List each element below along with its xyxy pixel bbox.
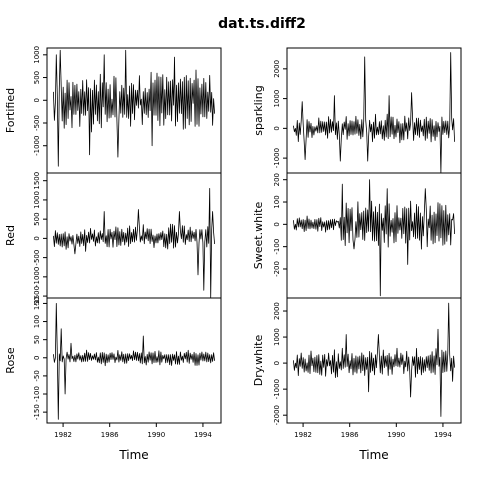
x-axis-label-left: Time bbox=[118, 448, 148, 462]
series-line-dry-white bbox=[293, 302, 455, 417]
panel-sparkling: -1000 0 1000 2000 sparkling bbox=[252, 47, 462, 174]
y-tick-label: 100 bbox=[273, 195, 281, 208]
y-tick-label: -150 bbox=[33, 404, 41, 420]
y-tick-label: 500 bbox=[33, 71, 41, 84]
y-tick-label: -1000 bbox=[33, 267, 41, 287]
y-tick-label: -500 bbox=[33, 250, 41, 266]
panel-fortified: -1000 -500 0 500 1000 Fortified bbox=[4, 46, 222, 174]
chart-title: dat.ts.diff2 bbox=[218, 16, 306, 32]
x-tick-label: 1982 bbox=[54, 431, 72, 439]
panel-dry-white: -2000 -1000 0 1000 2000 Dry.white 1982 1986 1990… bbox=[252, 297, 462, 439]
x-tick-label: 1994 bbox=[194, 431, 212, 439]
panel-frame bbox=[286, 297, 462, 424]
y-tick-label: -1000 bbox=[273, 148, 281, 168]
y-tick-label: -500 bbox=[33, 115, 41, 131]
y-tick-label: 1000 bbox=[273, 90, 281, 108]
y-tick-label: -200 bbox=[273, 261, 281, 277]
y-tick-label: -100 bbox=[33, 386, 41, 402]
series-line-sparkling bbox=[293, 52, 455, 174]
y-tick-label: -1500 bbox=[33, 286, 41, 306]
y-tick-label: 50 bbox=[33, 335, 41, 344]
y-tick-label: -50 bbox=[33, 370, 41, 381]
y-tick-label: 1000 bbox=[273, 328, 281, 346]
y-axis-label: Rose bbox=[4, 347, 17, 374]
panel-sweet-white: -200 -100 0 100 200 Sweet.white bbox=[252, 172, 462, 299]
series-line-sweet-white bbox=[293, 179, 455, 297]
y-tick-label: 1500 bbox=[33, 172, 41, 190]
y-tick-label: 0 bbox=[33, 98, 41, 102]
series-line-fortified bbox=[53, 49, 215, 167]
y-tick-label: 0 bbox=[273, 126, 281, 130]
series-line-rose bbox=[53, 302, 215, 420]
y-axis-label: Fortified bbox=[4, 88, 17, 133]
y-tick-label: 0 bbox=[273, 222, 281, 226]
y-tick-label: 500 bbox=[33, 212, 41, 225]
x-tick-label: 1982 bbox=[294, 431, 312, 439]
y-axis-label: Sweet.white bbox=[252, 202, 265, 270]
y-tick-label: 200 bbox=[273, 173, 281, 186]
y-axis-label: Dry.white bbox=[252, 335, 265, 387]
y-tick-label: 1000 bbox=[33, 46, 41, 64]
x-tick-label: 1990 bbox=[147, 431, 165, 439]
series-line-red bbox=[53, 187, 215, 299]
panels-group: -1000-50005001000Fortified-1500-1000-500… bbox=[4, 46, 462, 439]
y-axis-label: Red bbox=[4, 225, 17, 246]
x-axis-label-right: Time bbox=[358, 448, 388, 462]
panel-frame bbox=[46, 297, 222, 424]
y-tick-label: -2000 bbox=[273, 405, 281, 425]
y-axis-label: sparkling bbox=[252, 85, 265, 135]
y-tick-label: 150 bbox=[33, 297, 41, 310]
y-tick-label: 0 bbox=[273, 361, 281, 365]
y-tick-label: -100 bbox=[273, 239, 281, 255]
y-tick-label: -1000 bbox=[33, 136, 41, 156]
y-tick-label: 2000 bbox=[273, 302, 281, 320]
panel-frame bbox=[286, 47, 462, 174]
x-tick-label: 1994 bbox=[434, 431, 452, 439]
panel-rose: -150 -100 -50 0 50 100 150 Rose 1982 1986 1990 1994 bbox=[4, 297, 222, 439]
y-tick-label: 1000 bbox=[33, 191, 41, 209]
y-tick-label: 0 bbox=[33, 356, 41, 360]
x-tick-label: 1986 bbox=[341, 431, 359, 439]
y-tick-label: 0 bbox=[33, 236, 41, 240]
y-tick-label: -1000 bbox=[273, 379, 281, 399]
y-tick-label: 100 bbox=[33, 315, 41, 328]
x-tick-label: 1986 bbox=[101, 431, 119, 439]
x-tick-label: 1990 bbox=[387, 431, 405, 439]
y-tick-label: 2000 bbox=[273, 60, 281, 78]
